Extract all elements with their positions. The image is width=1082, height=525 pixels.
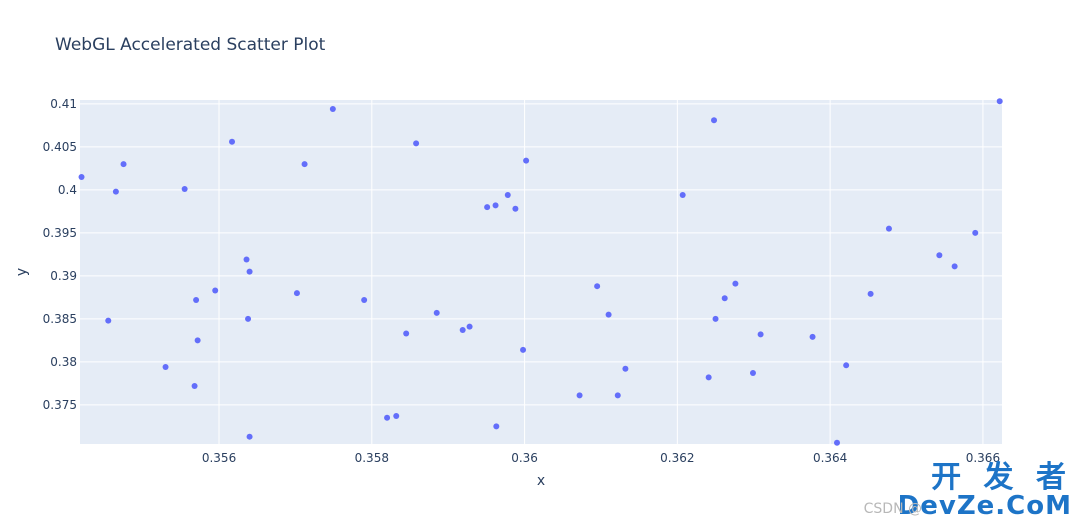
scatter-point[interactable] [721, 295, 728, 302]
scatter-point[interactable] [329, 106, 336, 113]
scatter-point[interactable] [867, 290, 874, 297]
scatter-point[interactable] [594, 283, 601, 290]
scatter-point[interactable] [193, 296, 200, 303]
scatter-point[interactable] [466, 323, 473, 330]
scatter-point[interactable] [520, 346, 527, 353]
scatter-point[interactable] [732, 280, 739, 287]
scatter-point[interactable] [162, 364, 169, 371]
scatter-point[interactable] [403, 330, 410, 337]
x-tick-label: 0.362 [660, 451, 694, 465]
scatter-point[interactable] [749, 370, 756, 377]
y-tick-label: 0.38 [50, 355, 77, 369]
scatter-point[interactable] [809, 333, 816, 340]
scatter-point[interactable] [243, 256, 250, 263]
scatter-point[interactable] [246, 433, 253, 440]
x-tick-label: 0.36 [511, 451, 538, 465]
scatter-point[interactable] [493, 423, 500, 430]
y-tick-labels: 0.375 0.38 0.385 0.39 0.395 0.4 0.405 0.41 [43, 97, 77, 412]
watermark: 开 发 者 DevZe.CoM [897, 460, 1072, 521]
y-tick-label: 0.395 [43, 226, 77, 240]
x-tick-label: 0.356 [202, 451, 236, 465]
y-tick-label: 0.39 [50, 269, 77, 283]
scatter-point[interactable] [936, 252, 943, 259]
x-tick-label: 0.366 [966, 451, 1000, 465]
y-tick-label: 0.385 [43, 312, 77, 326]
scatter-point[interactable] [413, 140, 420, 147]
gridlines [80, 100, 1002, 444]
watermark-csdn-text: CSDN @ [863, 501, 922, 517]
y-tick-label: 0.375 [43, 398, 77, 412]
scatter-point[interactable] [246, 268, 253, 275]
scatter-point[interactable] [705, 374, 712, 381]
scatter-point[interactable] [757, 331, 764, 338]
x-tick-labels: 0.356 0.358 0.36 0.362 0.364 0.366 [202, 451, 1000, 465]
plot-area[interactable] [80, 100, 1002, 444]
scatter-point[interactable] [679, 192, 686, 199]
chart-title: WebGL Accelerated Scatter Plot [55, 35, 326, 55]
y-tick-label: 0.41 [50, 97, 77, 111]
scatter-point[interactable] [112, 188, 119, 195]
scatter-point[interactable] [834, 439, 841, 446]
scatter-point[interactable] [301, 161, 308, 168]
scatter-point[interactable] [393, 413, 400, 420]
scatter-point[interactable] [614, 392, 621, 399]
scatter-point[interactable] [492, 202, 499, 209]
scatter-point[interactable] [576, 392, 583, 399]
watermark-logo-line2: DevZe.CoM [897, 491, 1072, 521]
scatter-point[interactable] [885, 225, 892, 232]
scatter-point[interactable] [712, 315, 719, 322]
scatter-point[interactable] [245, 315, 252, 322]
scatter-point[interactable] [512, 205, 519, 212]
x-tick-label: 0.364 [813, 451, 847, 465]
scatter-point[interactable] [523, 157, 530, 164]
y-tick-label: 0.405 [43, 140, 77, 154]
scatter-point[interactable] [711, 117, 718, 124]
scatter-point[interactable] [459, 327, 466, 334]
scatter-point[interactable] [433, 309, 440, 316]
scatter-point[interactable] [212, 287, 219, 294]
scatter-point[interactable] [484, 204, 491, 211]
scatter-point[interactable] [105, 317, 112, 324]
scatter-point[interactable] [605, 311, 612, 318]
scatter-point[interactable] [504, 192, 511, 199]
y-axis-title: y [14, 268, 30, 276]
scatter-point[interactable] [229, 138, 236, 145]
scatter-point[interactable] [361, 296, 368, 303]
scatter-point[interactable] [996, 98, 1003, 105]
scatter-point[interactable] [78, 173, 85, 180]
watermark-logo-line1: 开 发 者 [931, 460, 1072, 495]
scatter-point[interactable] [972, 229, 979, 236]
scatter-point[interactable] [191, 382, 198, 389]
scatter-point[interactable] [622, 365, 629, 372]
x-tick-label: 0.358 [355, 451, 389, 465]
scatter-point[interactable] [951, 263, 958, 270]
x-axis-title: x [537, 473, 545, 489]
scatter-point[interactable] [384, 414, 391, 421]
data-points [78, 98, 1003, 446]
scatter-point[interactable] [293, 290, 300, 297]
scatter-point[interactable] [194, 337, 201, 344]
scatter-point[interactable] [120, 161, 127, 168]
scatter-point[interactable] [843, 362, 850, 369]
scatter-point[interactable] [181, 186, 188, 193]
y-tick-label: 0.4 [58, 183, 77, 197]
